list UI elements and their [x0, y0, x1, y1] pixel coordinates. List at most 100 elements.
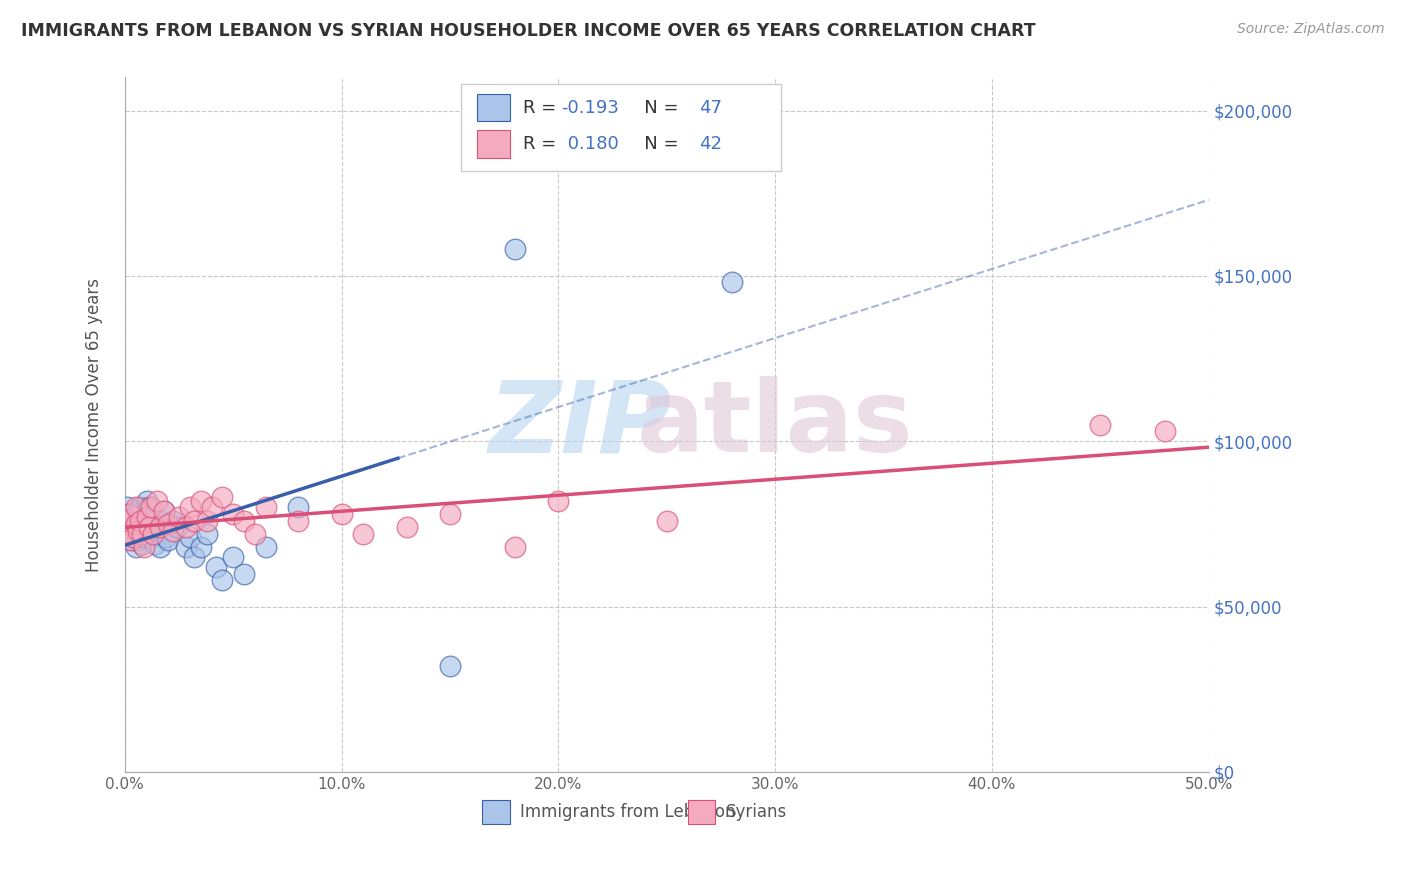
- Point: [146, 526, 169, 541]
- Point: [1090, 417, 1112, 432]
- Point: [120, 533, 142, 548]
- Y-axis label: Householder Income Over 65 years: Householder Income Over 65 years: [86, 277, 103, 572]
- Point: [162, 524, 184, 538]
- Point: [233, 566, 256, 581]
- Point: [330, 507, 353, 521]
- Point: [157, 533, 180, 548]
- Text: ZIP: ZIP: [488, 376, 672, 473]
- Point: [254, 540, 277, 554]
- Point: [134, 540, 156, 554]
- Point: [179, 500, 201, 515]
- Text: N =: N =: [627, 98, 683, 117]
- Point: [135, 510, 157, 524]
- Point: [122, 520, 145, 534]
- Point: [287, 514, 309, 528]
- Point: [135, 514, 157, 528]
- Point: [118, 524, 141, 538]
- Point: [138, 520, 160, 534]
- Point: [124, 524, 146, 538]
- Point: [148, 540, 170, 554]
- Point: [155, 530, 177, 544]
- Point: [146, 493, 169, 508]
- Bar: [482, 800, 509, 824]
- Point: [131, 526, 153, 541]
- Point: [129, 520, 152, 534]
- Point: [503, 243, 526, 257]
- Point: [124, 516, 146, 531]
- Point: [287, 500, 309, 515]
- Text: R =: R =: [523, 98, 561, 117]
- Point: [120, 514, 142, 528]
- Point: [254, 500, 277, 515]
- Point: [124, 500, 146, 515]
- Point: [138, 500, 160, 515]
- Point: [439, 507, 461, 521]
- Point: [174, 540, 197, 554]
- Text: -0.193: -0.193: [561, 98, 620, 117]
- Point: [167, 510, 190, 524]
- Point: [174, 520, 197, 534]
- Point: [233, 514, 256, 528]
- Text: Source: ZipAtlas.com: Source: ZipAtlas.com: [1237, 22, 1385, 37]
- Point: [395, 520, 418, 534]
- Point: [166, 520, 188, 534]
- Point: [118, 507, 141, 521]
- Point: [195, 526, 218, 541]
- Text: N =: N =: [627, 136, 683, 153]
- Point: [143, 537, 166, 551]
- Point: [139, 530, 162, 544]
- Point: [124, 516, 146, 531]
- Text: 42: 42: [699, 136, 723, 153]
- Point: [153, 504, 176, 518]
- Point: [153, 504, 176, 518]
- Point: [131, 537, 153, 551]
- Point: [162, 514, 184, 528]
- Point: [547, 493, 569, 508]
- Point: [127, 533, 149, 548]
- Point: [142, 520, 165, 534]
- Point: [439, 659, 461, 673]
- Point: [211, 573, 233, 587]
- Point: [115, 514, 138, 528]
- Point: [135, 493, 157, 508]
- FancyBboxPatch shape: [461, 85, 780, 171]
- Point: [1154, 425, 1177, 439]
- Text: R =: R =: [523, 136, 561, 153]
- Point: [134, 524, 156, 538]
- Point: [124, 526, 146, 541]
- Point: [195, 514, 218, 528]
- Point: [115, 500, 138, 515]
- Point: [720, 276, 742, 290]
- Point: [124, 540, 146, 554]
- Point: [122, 530, 145, 544]
- Point: [134, 530, 156, 544]
- Bar: [477, 94, 509, 121]
- Point: [129, 514, 152, 528]
- Text: 47: 47: [699, 98, 723, 117]
- Point: [183, 514, 205, 528]
- Point: [243, 526, 266, 541]
- Point: [190, 540, 212, 554]
- Point: [200, 500, 222, 515]
- Text: atlas: atlas: [637, 376, 914, 473]
- Text: 0.180: 0.180: [561, 136, 619, 153]
- Text: IMMIGRANTS FROM LEBANON VS SYRIAN HOUSEHOLDER INCOME OVER 65 YEARS CORRELATION C: IMMIGRANTS FROM LEBANON VS SYRIAN HOUSEH…: [21, 22, 1036, 40]
- Bar: [689, 800, 716, 824]
- Point: [122, 510, 145, 524]
- Point: [115, 516, 138, 531]
- Point: [211, 491, 233, 505]
- Point: [183, 549, 205, 564]
- Point: [205, 560, 228, 574]
- Point: [222, 507, 245, 521]
- Point: [118, 507, 141, 521]
- Point: [129, 500, 152, 515]
- Bar: [477, 130, 509, 158]
- Text: Immigrants from Lebanon: Immigrants from Lebanon: [520, 803, 735, 821]
- Point: [179, 530, 201, 544]
- Text: Syrians: Syrians: [727, 803, 787, 821]
- Point: [190, 493, 212, 508]
- Point: [352, 526, 374, 541]
- Point: [157, 516, 180, 531]
- Point: [120, 533, 142, 548]
- Point: [148, 520, 170, 534]
